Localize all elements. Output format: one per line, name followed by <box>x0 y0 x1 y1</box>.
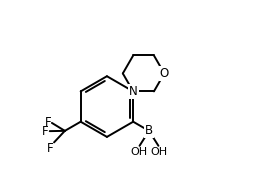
Text: OH: OH <box>130 147 147 157</box>
Text: OH: OH <box>151 147 168 157</box>
Text: O: O <box>160 67 169 80</box>
Text: F: F <box>44 116 51 129</box>
Text: F: F <box>42 125 49 138</box>
Text: N: N <box>129 85 138 98</box>
Text: F: F <box>47 142 53 155</box>
Text: B: B <box>145 124 153 137</box>
